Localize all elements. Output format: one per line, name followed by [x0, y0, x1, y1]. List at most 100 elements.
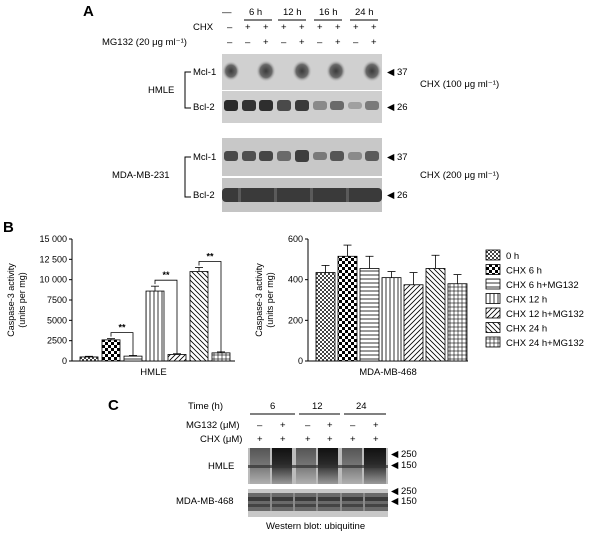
y-tick-label: 5000 — [47, 315, 67, 325]
y-tick-label: 2500 — [47, 336, 67, 346]
treatment-sign: + — [373, 434, 379, 445]
significance-bracket — [154, 279, 178, 354]
treatment-sign: + — [257, 434, 263, 445]
treatment-sign: + — [371, 37, 377, 48]
bar — [359, 268, 380, 362]
treatment-sign: – — [353, 37, 359, 48]
legend-label: CHX 24 h+MG132 — [506, 338, 584, 349]
cell-line-label: MDA-MB-468 — [176, 496, 234, 507]
treatment-sign: + — [353, 22, 359, 33]
legend-swatch — [485, 249, 501, 261]
treatment-sign: + — [317, 22, 323, 33]
bar — [315, 272, 336, 362]
protein-label: Mcl-1 — [193, 67, 217, 78]
treatment-sign: + — [371, 22, 377, 33]
bar-chart: 0 200 400 600 Caspase-3 activity(units per m… — [254, 234, 468, 378]
time-value: 24 — [356, 401, 367, 412]
bar — [167, 354, 187, 362]
y-tick-label: 400 — [288, 275, 303, 285]
treatment-sign: – — [227, 22, 233, 33]
treatment-sign: + — [280, 434, 286, 445]
treatment-sign: + — [263, 22, 269, 33]
timepoint-label: 12 h — [283, 7, 302, 18]
treatment-sign: – — [227, 37, 233, 48]
treatment-sign: + — [299, 37, 305, 48]
treatment-sign: + — [245, 22, 251, 33]
mw-marker: ◀ 250 — [391, 486, 417, 497]
significance-label: ** — [162, 270, 170, 280]
blot-hmle-mcl1 — [222, 54, 382, 90]
legend-swatch — [485, 336, 501, 348]
significance-label: ** — [206, 251, 214, 261]
blot-hmle-ubiquitin — [248, 448, 388, 484]
protein-label: Bcl-2 — [193, 190, 215, 201]
panel-a-letter: A — [83, 3, 94, 20]
treatment-sign: + — [335, 22, 341, 33]
mw-marker: ◀ 250 — [391, 449, 417, 460]
treatment-sign: + — [299, 22, 305, 33]
bar — [403, 284, 424, 362]
x-axis-label: MDA-MB-468 — [359, 367, 417, 378]
mw-marker: ◀ 26 — [387, 190, 408, 201]
y-tick-label: 7500 — [47, 295, 67, 305]
legend-label: CHX 12 h+MG132 — [506, 309, 584, 320]
legend-swatch — [485, 293, 501, 304]
bar — [145, 290, 165, 362]
bar — [79, 356, 99, 362]
protein-label: Bcl-2 — [193, 102, 215, 113]
treatment-sign: + — [280, 420, 286, 431]
timepoint-underlines — [244, 19, 378, 21]
significance-bracket — [110, 332, 134, 356]
mda231-bracket — [184, 156, 191, 198]
chx-c-label: CHX (μM) — [200, 434, 243, 445]
figure-caption: Western blot: ubiquitine — [266, 521, 366, 532]
panel-c-letter: C — [108, 397, 119, 414]
caspase-charts: 0 2500 5000 7500 10 000 12 500 15 000 Caspase-3… — [6, 234, 584, 378]
cell-line-label: MDA-MB-231 — [112, 170, 170, 181]
treatment-sign: – — [281, 37, 287, 48]
mw-marker: ◀ 37 — [387, 67, 408, 78]
treatment-sign: + — [350, 434, 356, 445]
treatment-sign: + — [373, 420, 379, 431]
bar — [101, 339, 121, 362]
mw-marker: ◀ 26 — [387, 102, 408, 113]
treatment-sign: – — [257, 420, 263, 431]
treatment-sign: + — [335, 37, 341, 48]
blot-mda231-mcl1 — [222, 138, 382, 176]
time-value: 6 — [270, 401, 276, 412]
bar — [381, 277, 402, 362]
treatment-sign: + — [263, 37, 269, 48]
y-tick-label: 600 — [288, 234, 303, 244]
treatment-sign: + — [305, 434, 311, 445]
protein-label: Mcl-1 — [193, 152, 217, 163]
legend-swatch — [485, 278, 501, 290]
legend-swatch — [485, 264, 501, 275]
mg132-c-label: MG132 (μM) — [186, 420, 240, 431]
treatment-sign: + — [327, 420, 333, 431]
treatment-sign: – — [305, 420, 311, 431]
mw-marker: ◀ 150 — [391, 496, 417, 507]
chx-row-label: CHX — [193, 22, 214, 33]
bar — [123, 355, 143, 362]
y-tick-label: 12 500 — [39, 254, 67, 264]
bar — [447, 283, 468, 362]
treatment-sign: – — [350, 420, 356, 431]
bar — [211, 352, 231, 362]
legend-swatch — [485, 307, 501, 319]
blot-hmle-bcl2 — [222, 91, 382, 123]
bar-chart: 0 2500 5000 7500 10 000 12 500 15 000 Caspase-3… — [6, 234, 235, 378]
x-axis-label: HMLE — [140, 367, 166, 378]
y-axis-label: Caspase-3 activity(units per mg) — [254, 263, 275, 337]
legend-label: 0 h — [506, 251, 519, 262]
y-tick-label: 15 000 — [39, 234, 67, 244]
legend-swatch — [485, 322, 501, 333]
y-tick-label: 200 — [288, 315, 303, 325]
time-label: Time (h) — [188, 401, 224, 412]
treatment-sign: + — [281, 22, 287, 33]
treatment-sign: – — [317, 37, 323, 48]
significance-label: ** — [118, 323, 126, 333]
bar — [425, 268, 446, 362]
legend-label: CHX 6 h+MG132 — [506, 280, 579, 291]
legend-label: CHX 6 h — [506, 266, 542, 277]
